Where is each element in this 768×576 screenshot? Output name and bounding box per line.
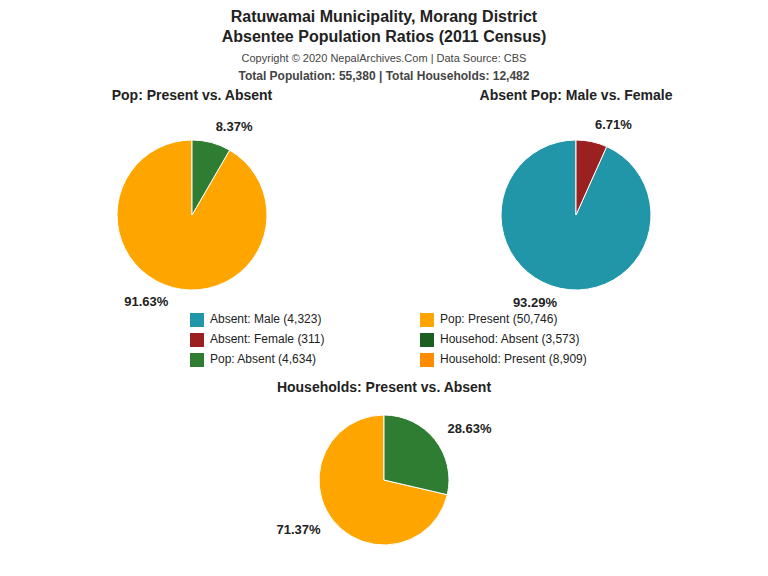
data-label: 91.63% [124,294,169,309]
chart-title: Households: Present vs. Absent [277,379,492,395]
legend-swatch [190,313,204,327]
legend-label: Absent: Female (311) [210,332,325,346]
data-labels: 91.63% 8.37% [124,119,253,310]
legend-label: Household: Present (8,909) [440,352,587,366]
legend-label: Absent: Male (4,323) [210,312,321,326]
legend-entry: Household: Present (8,909) [420,352,587,367]
annotation: Copyright © 2020 NepalArchives.Com | Dat… [242,52,527,64]
pie-chart: Pop: Present vs. Absent 91.63% 8.37% [112,87,273,309]
title: Ratuwamai Municipality, Morang District [231,8,538,25]
pie-chart: Absent Pop: Male vs. Female 93.29% 6.71% [480,87,673,310]
data-labels: 71.37% 28.63% [276,421,491,537]
pie-chart: Households: Present vs. Absent 71.37% 28.6… [276,379,491,545]
legend-swatch [190,333,204,347]
legend-entry: Househod: Absent (3,573) [420,332,579,347]
slices [117,140,267,290]
slices [319,415,449,545]
data-label: 28.63% [447,421,492,436]
legend-label: Pop: Absent (4,634) [210,352,316,366]
legend-entry: Absent: Male (4,323) [190,312,321,327]
legend-entry: Pop: Absent (4,634) [190,352,316,367]
data-label: 93.29% [513,295,558,310]
data-label: 8.37% [216,119,253,134]
legend-swatch [420,313,434,327]
data-labels: 93.29% 6.71% [513,117,632,310]
legend-entry: Absent: Female (311) [190,332,325,347]
legend-swatch [420,333,434,347]
legend: Absent: Male (4,323) Absent: Female (311)… [190,312,587,367]
slices [501,140,651,290]
pie-slice [117,140,267,290]
legend-label: Pop: Present (50,746) [440,312,557,326]
legend-swatch [420,353,434,367]
pie-slice [501,140,651,290]
chart-title: Pop: Present vs. Absent [112,87,273,103]
legend-swatch [190,353,204,367]
legend-entry: Pop: Present (50,746) [420,312,557,327]
legend-label: Househod: Absent (3,573) [440,332,579,346]
data-label: 6.71% [595,117,632,132]
title: Absentee Population Ratios (2011 Census) [222,28,547,45]
header: Ratuwamai Municipality, Morang District A… [222,8,547,83]
chart: Ratuwamai Municipality, Morang District A… [0,0,768,576]
pie-slice [384,415,449,495]
annotation: Total Population: 55,380 | Total Househo… [239,69,530,83]
chart-title: Absent Pop: Male vs. Female [480,87,673,103]
data-label: 71.37% [276,522,321,537]
pie-slice [576,140,607,215]
pie-slice [192,140,230,215]
